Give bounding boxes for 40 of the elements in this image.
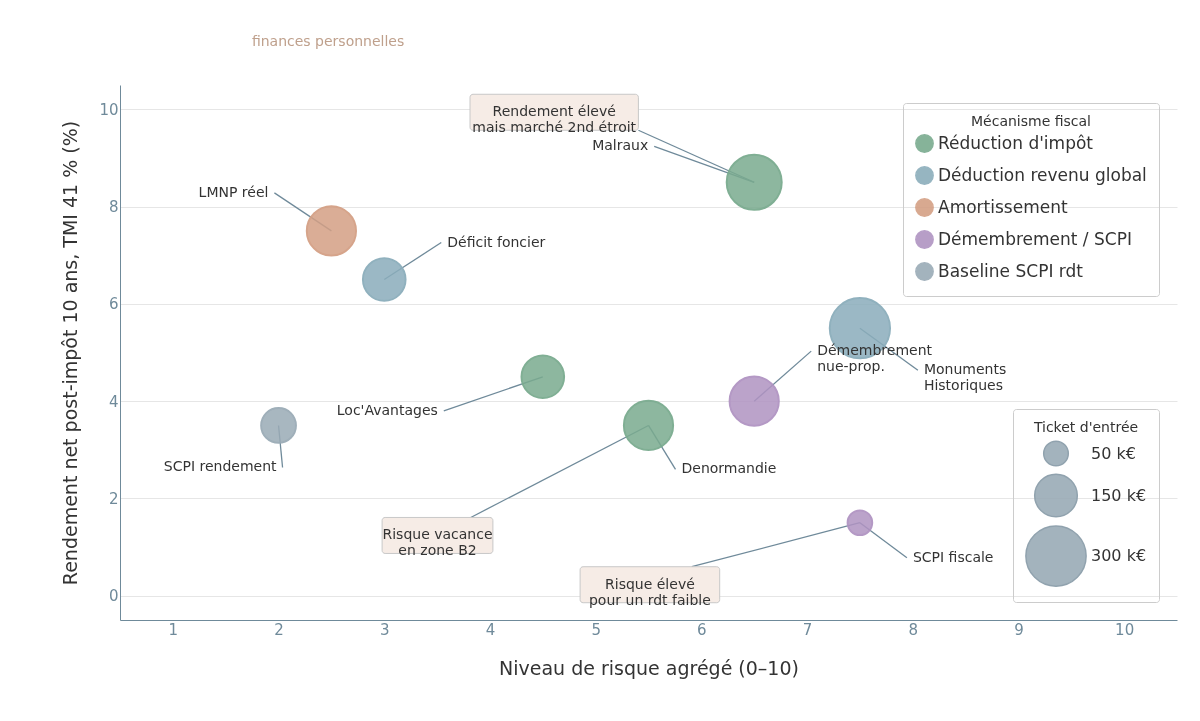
legend-label: 50 k€ [1091,443,1136,463]
x-tick-label: 1 [168,620,179,639]
text: Mécanisme fiscal [970,113,1092,129]
annotation: Risque vacance en zone B2 [382,526,493,559]
legend-label: 300 k€ [1091,546,1147,565]
annotation: Risque élevé pour un rdt faible [588,575,711,608]
legend-label: Réduction d'impôt [938,132,1094,153]
annotation: Loc'Avantages [336,401,438,418]
y-axis-title: Rendement net post-impôt 10 ans, TMI 41 % (%) [59,120,82,586]
x-tick-label: 9 [1014,620,1024,639]
legend-label: Démembrement / SCPI [938,228,1132,249]
annotation: LMNP réel [198,183,269,200]
legend-label: Amortissement [938,196,1068,217]
annotation: Monuments Historiques [923,361,1007,394]
text: Ticket d'entrée [1033,419,1139,435]
x-tick-label: 6 [697,620,707,639]
x-axis-title: Niveau de risque agrégé (0–10) [499,656,799,679]
annotation: Denormandie [681,460,777,477]
y-tick-label: 2 [108,489,119,508]
y-tick-label: 0 [108,587,119,606]
x-tick-label: 8 [908,620,919,639]
annotation: Rendement élevé mais marché 2nd étroit [472,103,637,136]
annotation: Déficit foncier [447,233,546,250]
legend-label: 150 k€ [1091,485,1147,505]
annotation: SCPI fiscale [912,548,994,565]
chart-subtitle: finances personnelles [251,33,405,49]
y-tick-label: 6 [108,295,119,314]
x-tick-label: 3 [379,620,390,639]
y-tick-label: 10 [99,100,119,119]
x-tick-label: 5 [591,620,601,639]
x-tick-label: 2 [274,620,284,639]
x-tick-label: 10 [1115,620,1135,639]
legend-label: Baseline SCPI rdt [938,260,1084,281]
y-tick-label: 4 [108,392,119,411]
annotation: Malraux [592,137,649,154]
legend-label: Déduction revenu global [938,164,1147,185]
y-tick-label: 8 [108,198,119,217]
x-tick-label: 4 [485,620,496,639]
annotation: SCPI rendement [163,458,278,475]
x-tick-label: 7 [802,620,813,639]
